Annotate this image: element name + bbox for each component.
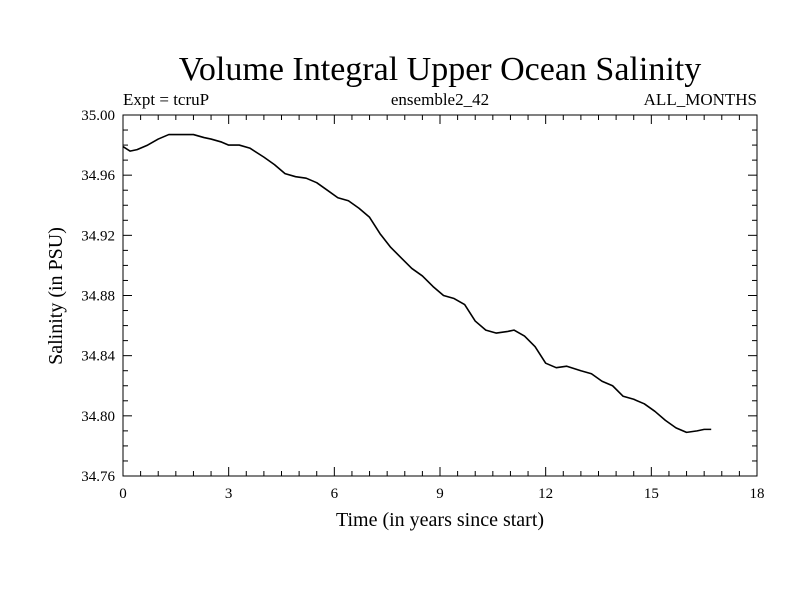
y-tick-label: 34.76 xyxy=(81,469,115,485)
ensemble-label: ensemble2_42 xyxy=(391,90,489,109)
y-tick-label: 34.88 xyxy=(81,289,115,305)
y-tick-labels: 34.76 34.80 34.84 34.88 34.92 34.96 35.00 xyxy=(81,108,115,485)
months-label: ALL_MONTHS xyxy=(644,90,757,109)
x-tick-labels: 0 3 6 9 12 15 18 xyxy=(119,486,764,502)
x-tick-label: 6 xyxy=(331,486,339,502)
y-axis-label: Salinity (in PSU) xyxy=(45,227,67,365)
x-tick-label: 3 xyxy=(225,486,233,502)
y-tick-label: 34.84 xyxy=(81,349,115,365)
x-tick-label: 0 xyxy=(119,486,127,502)
chart-title: Volume Integral Upper Ocean Salinity xyxy=(179,51,701,88)
x-tick-label: 12 xyxy=(538,486,553,502)
plot-frame xyxy=(122,114,758,477)
y-tick-label: 35.00 xyxy=(81,108,115,124)
x-tick-label: 15 xyxy=(644,486,659,502)
expt-label: Expt = tcruP xyxy=(123,90,209,109)
salinity-series-line xyxy=(122,133,712,434)
x-tick-label: 9 xyxy=(436,486,444,502)
y-tick-label: 34.80 xyxy=(81,409,115,425)
x-axis-label: Time (in years since start) xyxy=(336,509,544,531)
y-tick-label: 34.92 xyxy=(81,228,115,244)
x-tick-label: 18 xyxy=(750,486,765,502)
y-tick-label: 34.96 xyxy=(81,168,115,184)
axis-ticks xyxy=(122,114,758,477)
